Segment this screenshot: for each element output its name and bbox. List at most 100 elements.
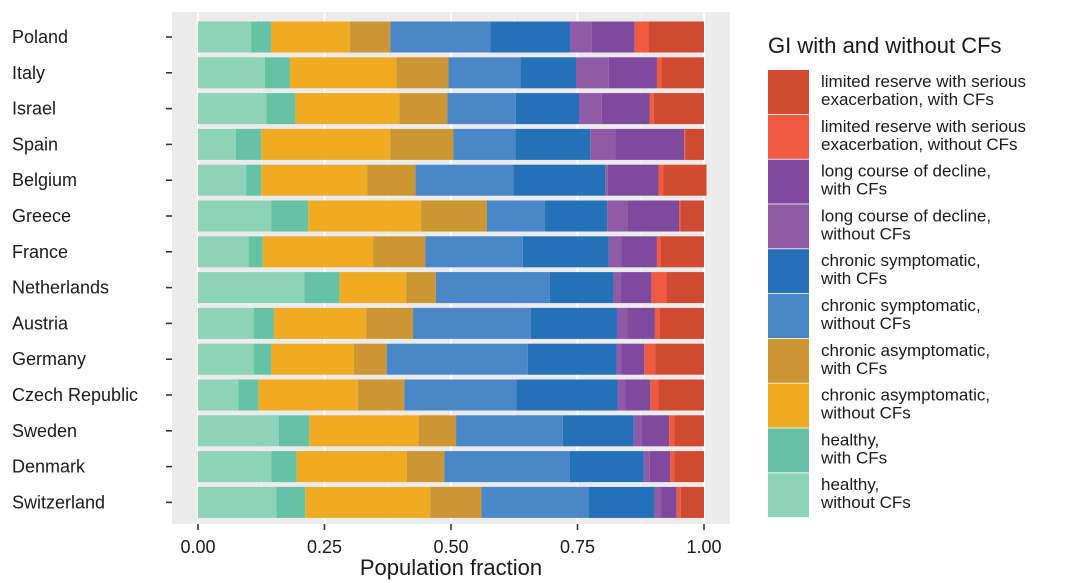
bar-segment (418, 415, 457, 447)
bar-segment (490, 21, 571, 53)
y-tick-label: Greece (12, 206, 71, 226)
bar-segment (238, 379, 259, 411)
legend-item-chronic-symptomatic-without-cfs: chronic symptomatic, without CFs (768, 294, 981, 338)
bar-segment (198, 21, 252, 53)
legend-label: chronic symptomatic, without CFs (820, 296, 981, 333)
bar-segment (520, 57, 576, 89)
bar-segment (198, 236, 249, 268)
bar-segment (486, 200, 545, 232)
bar-segment (339, 272, 407, 304)
legend-label: long course of decline, with CFs (820, 162, 991, 199)
bar-segment (649, 93, 654, 125)
bar-segment (198, 200, 272, 232)
bar-segment (386, 343, 528, 375)
bar-segment (549, 272, 614, 304)
bar-row-austria (198, 307, 704, 339)
y-axis: Poland Italy Israel Spain Belgium Greece Franc… (12, 27, 172, 512)
bar-segment (273, 307, 367, 339)
bar-segment (308, 200, 422, 232)
bar-segment (309, 415, 419, 447)
bar-segment (198, 343, 254, 375)
bar-segment (421, 200, 487, 232)
bar-segment (569, 451, 644, 483)
bar-segment (290, 57, 397, 89)
y-tick-label: Denmark (12, 457, 86, 477)
bar-segment (658, 379, 704, 411)
bar-row-switzerland (198, 486, 704, 518)
bar-segment (666, 272, 704, 304)
bar-segment (621, 343, 645, 375)
legend: GI with and without CFs limited reserve … (768, 33, 1026, 518)
legend-item-healthy-with-cfs: healthy, with CFs (768, 428, 887, 473)
bar-segment (258, 379, 358, 411)
y-tick-label: France (12, 242, 68, 262)
bar-segment (608, 57, 657, 89)
bar-segment (198, 164, 247, 196)
bar-segment (271, 451, 297, 483)
y-tick-label: Czech Republic (12, 385, 138, 405)
bar-segment (530, 307, 617, 339)
bar-segment (198, 272, 305, 304)
bar-segment (648, 21, 704, 53)
bar-segment (617, 379, 626, 411)
y-tick-label: Spain (12, 134, 58, 154)
bar-segment (680, 486, 704, 518)
bar-segment (655, 343, 704, 375)
bar-segment (663, 164, 707, 196)
y-tick-label: Poland (12, 27, 68, 47)
bar-segment (447, 93, 516, 125)
bars (198, 21, 707, 518)
legend-label: long course of decline, without CFs (820, 206, 991, 243)
bar-segment (684, 128, 686, 160)
bar-segment (404, 379, 517, 411)
bar-segment (588, 486, 655, 518)
bar-segment (367, 164, 416, 196)
bar-segment (435, 272, 550, 304)
y-tick-label: Germany (12, 349, 86, 369)
bar-segment (253, 343, 272, 375)
bar-row-spain (198, 128, 704, 160)
bar-row-italy (198, 57, 704, 89)
bar-segment (198, 451, 272, 483)
bar-segment (654, 307, 660, 339)
bar-segment (481, 486, 589, 518)
bar-row-netherlands (198, 272, 704, 304)
bar-segment (621, 272, 652, 304)
legend-swatch (768, 159, 809, 204)
bar-segment (590, 128, 616, 160)
bar-segment (634, 21, 649, 53)
bar-segment (616, 343, 622, 375)
bar-segment (575, 57, 609, 89)
bar-segment (659, 307, 704, 339)
legend-swatch (768, 114, 809, 159)
bar-segment (607, 200, 628, 232)
legend-item-limited-reserve-with-serious-exacerbation-without-cfs: limited reserve with serious exacerbation… (768, 114, 1026, 159)
legend-label: limited reserve with serious exacerbation… (821, 72, 1026, 109)
bar-segment (513, 164, 606, 196)
bar-segment (198, 486, 277, 518)
bar-segment (198, 57, 265, 89)
legend-swatch (768, 338, 809, 383)
bar-row-sweden (198, 415, 704, 447)
bar-row-poland (198, 21, 704, 53)
bar-segment (413, 307, 531, 339)
bar-segment (448, 57, 521, 89)
bar-segment (444, 451, 570, 483)
bar-segment (399, 93, 448, 125)
bar-segment (456, 415, 563, 447)
bar-row-czech-republic (198, 379, 704, 411)
bar-segment (676, 486, 681, 518)
bar-segment (349, 21, 391, 53)
bar-segment (616, 307, 628, 339)
bar-segment (650, 379, 659, 411)
bar-segment (649, 451, 671, 483)
legend-label: healthy, with CFs (820, 430, 887, 467)
bar-segment (198, 93, 267, 125)
bar-segment (262, 236, 374, 268)
bar-segment (515, 93, 580, 125)
legend-item-chronic-asymptomatic-without-cfs: chronic asymptomatic, without CFs (768, 383, 990, 428)
bar-segment (406, 272, 436, 304)
bar-segment (674, 451, 704, 483)
bar-segment (653, 93, 704, 125)
bar-segment (680, 200, 704, 232)
